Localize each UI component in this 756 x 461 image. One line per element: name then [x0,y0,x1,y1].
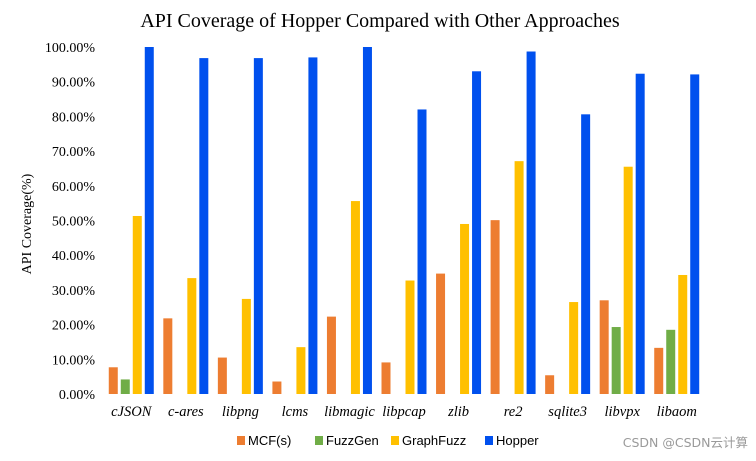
bar-hopper-libmagic [362,47,372,394]
y-tick-label: 30.00% [52,284,96,299]
bar-graphfuzz-libmagic [350,201,360,394]
bar-mcfs-re2 [490,220,500,394]
legend-swatch [391,436,399,445]
x-tick-label: libmagic [324,404,375,420]
y-tick-label: 40.00% [52,249,96,264]
bar-graphfuzz-zlib [460,223,470,394]
bar-mcfs-lcms [272,381,282,394]
x-tick-label: libaom [657,404,697,420]
bar-graphfuzz-lcms [296,347,306,394]
bar-graphfuzz-re2 [514,161,524,394]
bar-mcfs-zlib [436,273,446,394]
y-axis-ticks: 0.00% 10.00% 20.00% 30.00% 40.00% 50.00% 60.00… [45,41,96,403]
bar-hopper-cares [199,58,209,394]
bar-fuzzgen-libvpx [611,327,621,394]
legend-label: Hopper [496,433,539,448]
bar-graphfuzz-cjson [132,215,142,394]
bar-graphfuzz-libaom [678,274,688,394]
bar-hopper-libvpx [635,73,645,394]
x-tick-label: libvpx [604,404,640,420]
bar-graphfuzz-cares [187,278,197,394]
x-tick-label: zlib [447,404,469,420]
x-tick-label: re2 [504,404,523,420]
bar-mcfs-libaom [654,347,664,394]
x-tick-label: libpcap [382,404,426,420]
y-tick-label: 10.00% [52,353,96,368]
x-tick-label: lcms [282,404,309,420]
legend-swatch [237,436,245,445]
chart-title: API Coverage of Hopper Compared with Oth… [140,10,620,32]
bar-mcfs-sqlite3 [545,375,555,394]
x-tick-label: c-ares [168,404,204,420]
y-tick-label: 70.00% [52,145,96,160]
bar-hopper-re2 [526,51,536,394]
bar-mcfs-cjson [108,367,118,394]
y-tick-label: 50.00% [52,215,96,230]
bar-graphfuzz-libpng [241,298,251,394]
bar-hopper-zlib [472,71,482,394]
watermark: CSDN @CSDN云计算 [623,435,748,450]
legend-label: FuzzGen [326,433,379,448]
bar-fuzzgen-libaom [666,329,676,394]
bar-mcfs-libpcap [381,362,391,394]
y-tick-label: 80.00% [52,110,96,125]
x-tick-label: sqlite3 [548,404,587,420]
bar-hopper-lcms [308,57,318,394]
x-tick-label: cJSON [111,404,153,420]
legend-swatch [485,436,493,445]
x-axis-ticks: cJSON c-ares libpng lcms libmagic libpcap zlib… [111,404,697,420]
legend-swatch [315,436,323,445]
legend: MCF(s) FuzzGen GraphFuzz Hopper [237,433,539,448]
bar-fuzzgen-cjson [120,379,130,394]
bar-mcfs-libmagic [326,316,336,394]
bar-graphfuzz-libvpx [623,166,633,394]
x-tick-label: libpng [222,404,259,420]
y-tick-label: 0.00% [59,388,96,403]
bar-hopper-libpng [253,58,263,394]
bar-hopper-libaom [690,74,700,394]
bar-mcfs-cares [163,318,173,394]
y-tick-label: 20.00% [52,319,96,334]
bar-graphfuzz-sqlite3 [569,302,579,394]
y-tick-label: 90.00% [52,76,96,91]
legend-label: GraphFuzz [402,433,466,448]
bar-hopper-cjson [144,47,154,394]
bars-group [108,47,700,395]
legend-label: MCF(s) [248,433,291,448]
bar-mcfs-libpng [217,357,227,394]
bar-mcfs-libvpx [599,300,609,394]
bar-graphfuzz-libpcap [405,280,415,394]
y-axis-label: API Coverage(%) [20,173,35,274]
bar-hopper-libpcap [417,109,427,395]
y-tick-label: 100.00% [45,41,96,56]
y-tick-label: 60.00% [52,180,96,195]
bar-hopper-sqlite3 [581,114,591,394]
